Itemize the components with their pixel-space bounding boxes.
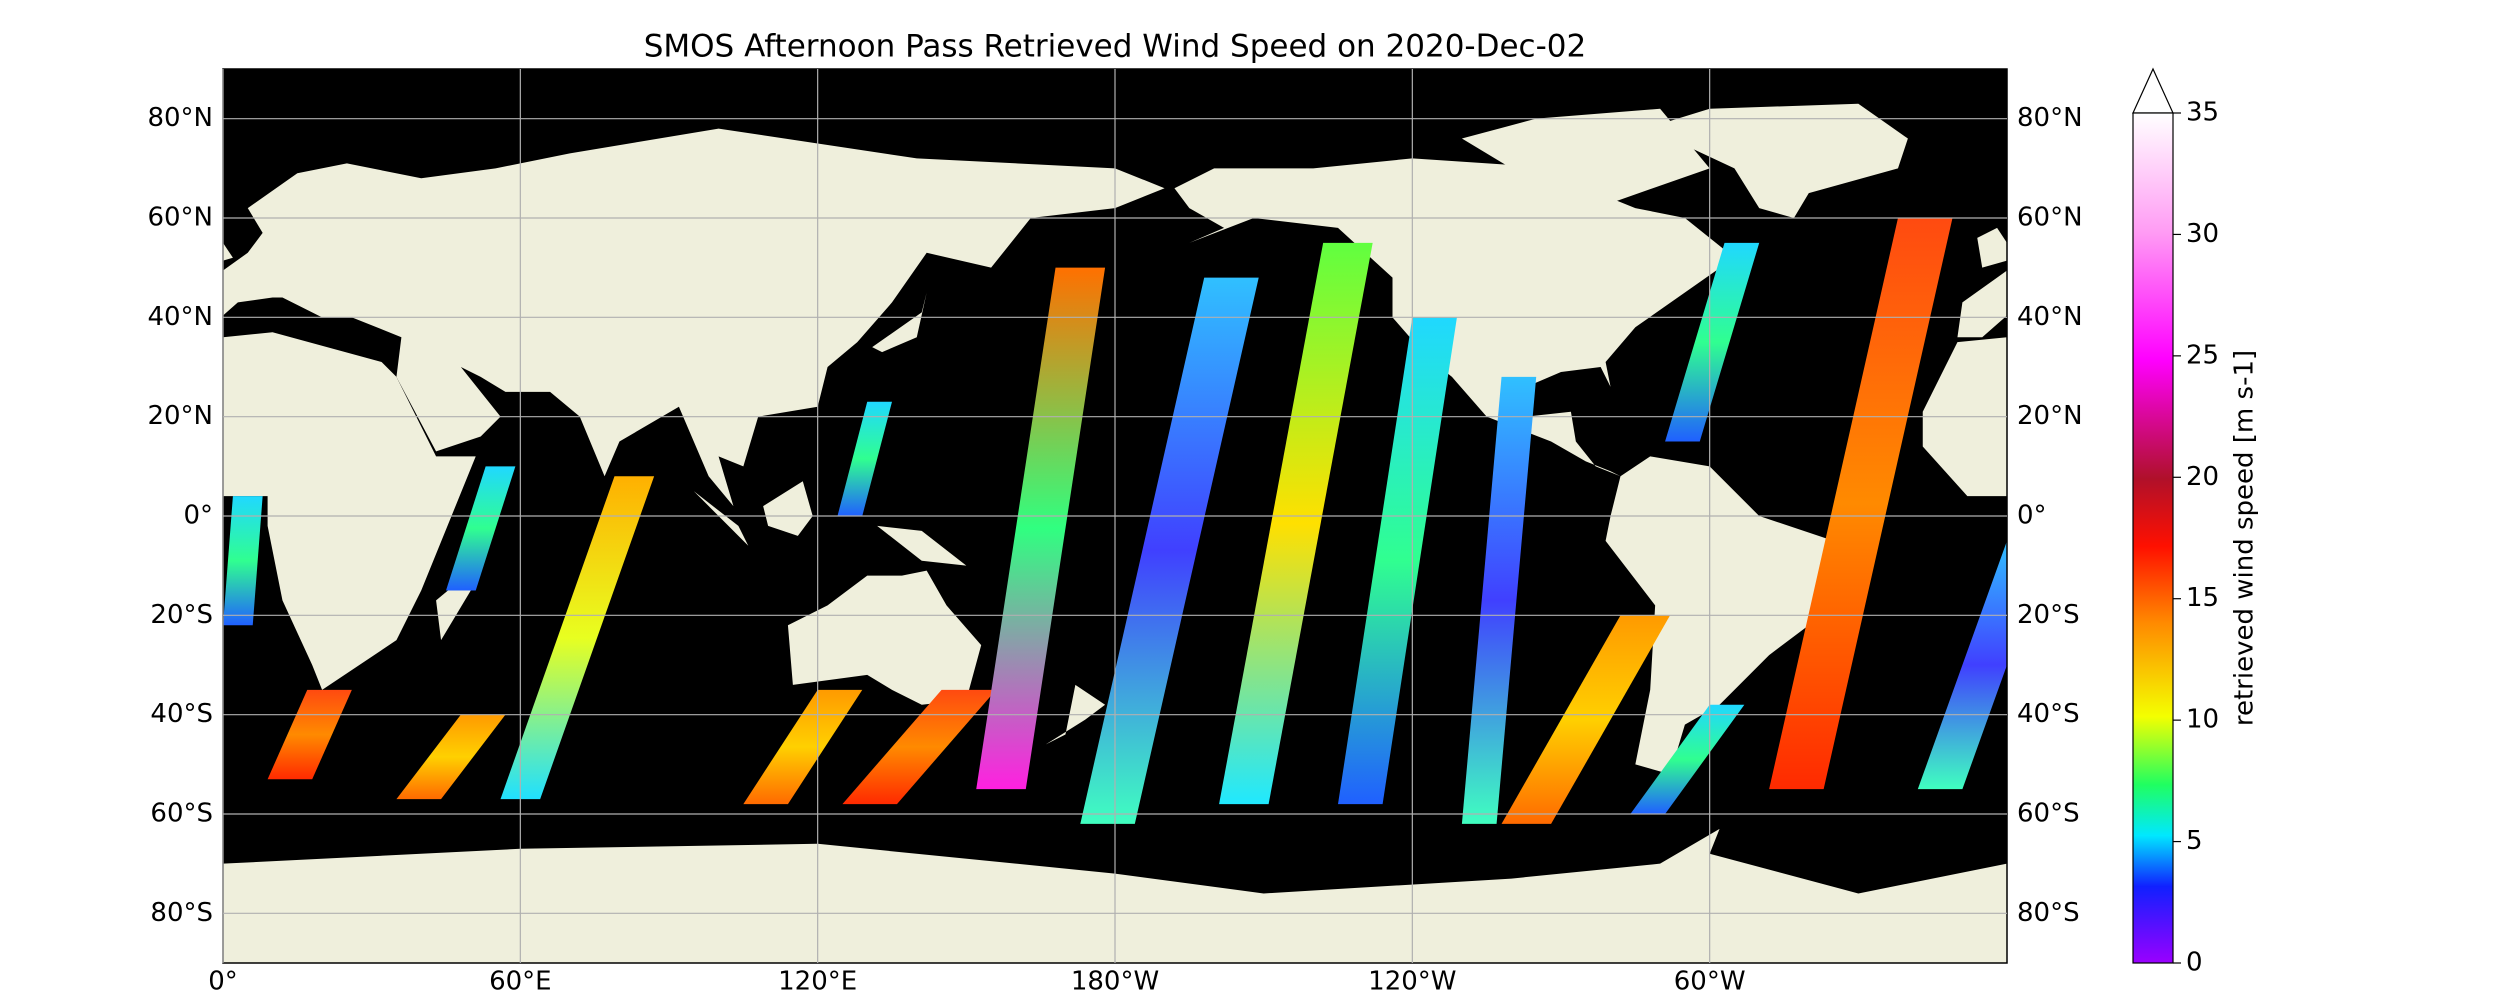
land [872, 292, 927, 353]
y-tick-label-right: 0° [2017, 501, 2047, 531]
x-tick-label: 0° [208, 967, 238, 997]
y-tick-label-right: 60°S [2017, 799, 2080, 829]
x-tick-label: 180°W [1071, 967, 1159, 997]
y-tick-label-right: 20°N [2017, 401, 2083, 431]
land [1115, 828, 2007, 963]
colorbar-tick-label: 20 [2186, 462, 2219, 492]
x-tick-label: 60°W [1674, 967, 1746, 997]
y-tick-label-right: 40°N [2017, 302, 2083, 332]
colorbar-tick-label: 0 [2186, 948, 2203, 978]
colorbar-tick-label: 10 [2186, 705, 2219, 735]
y-tick-label: 20°N [147, 401, 213, 431]
x-tick-label: 120°E [778, 967, 857, 997]
x-tick-label: 120°W [1368, 967, 1456, 997]
y-tick-label-right: 80°N [2017, 103, 2083, 133]
land [2478, 491, 2500, 546]
y-tick-label: 80°S [150, 898, 213, 928]
land [436, 575, 471, 641]
wind-swath [267, 689, 352, 780]
wind-swath [743, 689, 863, 805]
wind-swath [1501, 615, 1671, 824]
land [1977, 227, 2007, 268]
land [1461, 108, 1710, 204]
wind-swath [842, 689, 997, 805]
wind-swath [446, 466, 516, 591]
land [223, 242, 233, 261]
wind-swath [1080, 277, 1259, 824]
x-tick-label: 60°E [489, 967, 552, 997]
land [1957, 270, 2007, 338]
land [877, 525, 967, 566]
wind-swath [1769, 218, 1953, 790]
colorbar-tick-label: 30 [2186, 219, 2219, 249]
wind-swath [223, 496, 263, 626]
land [0, 456, 50, 774]
wind-swath [1630, 704, 1745, 814]
wind-swath [1461, 376, 1537, 824]
land [0, 104, 124, 218]
y-tick-label: 20°S [150, 600, 213, 630]
wind-swath [396, 714, 506, 800]
land [1645, 103, 1908, 218]
wind-swath [1219, 242, 1373, 805]
wind-swath [500, 476, 655, 800]
colorbar-tick-label: 5 [2186, 826, 2203, 856]
y-tick-label: 60°S [150, 799, 213, 829]
wind-swath [1917, 540, 2007, 790]
y-tick-label-right: 20°S [2017, 600, 2080, 630]
y-tick-label: 40°S [150, 699, 213, 729]
land [763, 481, 813, 536]
y-tick-label-right: 80°S [2017, 898, 2080, 928]
land [223, 843, 1115, 963]
colorbar-tick-label: 25 [2186, 340, 2219, 370]
wind-swath [976, 267, 1106, 790]
colorbar-tick-label: 15 [2186, 583, 2219, 613]
land [787, 570, 982, 705]
y-tick-label-right: 60°N [2017, 203, 2083, 233]
wind-swath [1338, 317, 1457, 805]
colorbar-tick-label: 35 [2186, 98, 2219, 128]
colorbar-extend [2132, 67, 2174, 114]
land [223, 332, 476, 690]
y-tick-label: 40°N [147, 302, 213, 332]
map-title: SMOS Afternoon Pass Retrieved Wind Speed… [644, 29, 1587, 65]
land [693, 491, 749, 546]
wind-swath [837, 401, 892, 516]
y-tick-label: 60°N [147, 203, 213, 233]
y-tick-label: 80°N [147, 103, 213, 133]
wind-swath [1665, 242, 1760, 442]
colorbar-label: retrieved wind speed [m s-1] [2230, 350, 2260, 726]
y-tick-label-right: 40°S [2017, 699, 2080, 729]
colorbar [2132, 112, 2174, 964]
y-tick-label: 0° [183, 501, 213, 531]
